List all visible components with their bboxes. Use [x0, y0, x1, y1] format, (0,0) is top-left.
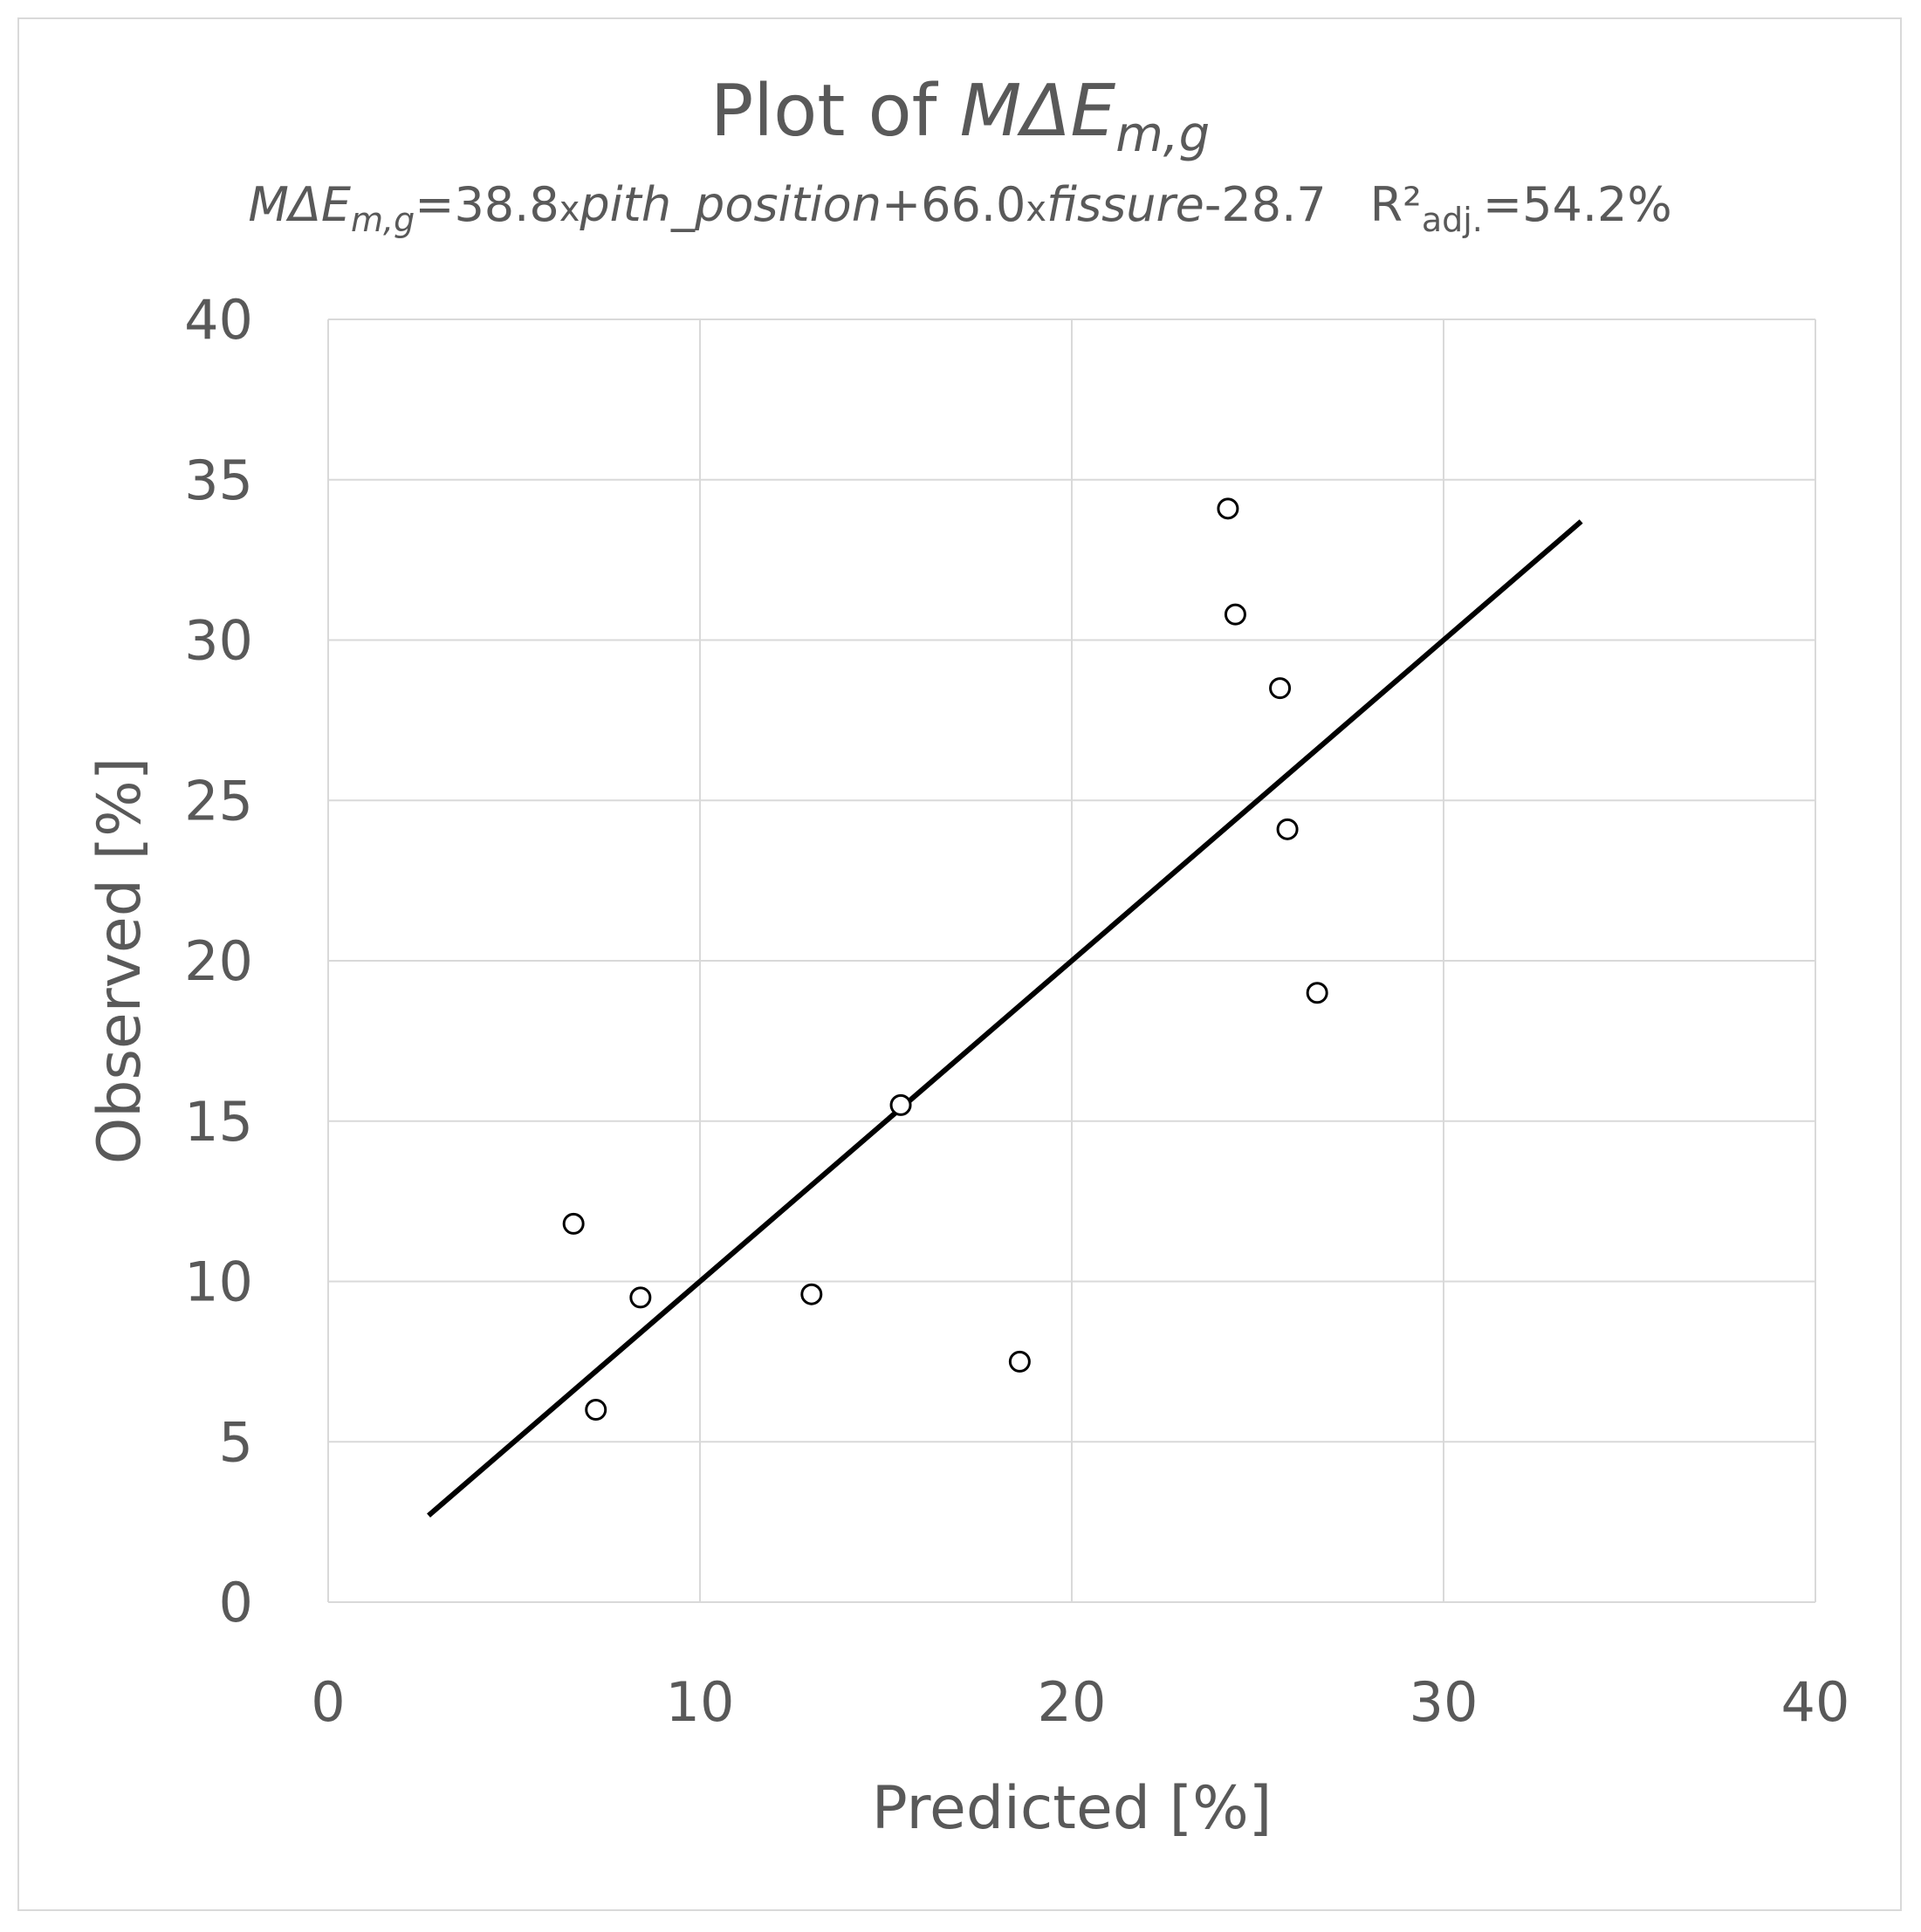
data-point — [1008, 1350, 1031, 1373]
data-point — [1217, 497, 1239, 520]
x-tick-label: 20 — [1038, 1670, 1107, 1734]
y-tick-label: 5 — [219, 1410, 253, 1474]
y-axis-label: Observed [%] — [86, 757, 154, 1164]
fit-line — [427, 519, 1583, 1518]
data-point — [1276, 818, 1299, 840]
y-tick-label: 35 — [184, 449, 253, 512]
data-point — [800, 1283, 823, 1305]
data-point — [562, 1212, 585, 1235]
y-tick-label: 20 — [184, 929, 253, 993]
gridlines — [327, 319, 1816, 1603]
data-point — [1224, 603, 1246, 626]
x-tick-label: 0 — [311, 1670, 345, 1734]
x-tick-label: 10 — [666, 1670, 735, 1734]
y-tick-label: 30 — [184, 609, 253, 673]
data-point — [1306, 982, 1328, 1004]
x-axis-label: Predicted [%] — [872, 1774, 1273, 1843]
data-point — [585, 1399, 607, 1421]
y-tick-label: 0 — [219, 1571, 253, 1634]
x-tick-label: 40 — [1781, 1670, 1850, 1734]
x-tick-labels: 0 10 20 30 40 — [311, 1670, 1849, 1734]
y-tick-labels: 0 5 10 15 20 25 30 35 40 — [184, 288, 253, 1634]
data-point — [1269, 677, 1292, 700]
chart-subtitle: MΔEm,g=38.8xpith_position+66.0xfissure-2… — [248, 177, 1671, 239]
chart-title: Plot of MΔEm,g — [710, 70, 1210, 163]
y-tick-label: 40 — [184, 288, 253, 352]
data-point — [629, 1286, 652, 1309]
y-tick-label: 10 — [184, 1250, 253, 1314]
y-tick-label: 25 — [184, 769, 253, 832]
data-point — [889, 1093, 912, 1116]
data-points — [562, 497, 1328, 1421]
y-tick-label: 15 — [184, 1090, 253, 1154]
x-tick-label: 30 — [1410, 1670, 1478, 1734]
chart-frame — [17, 17, 1902, 1911]
fit-line-group — [427, 519, 1583, 1518]
